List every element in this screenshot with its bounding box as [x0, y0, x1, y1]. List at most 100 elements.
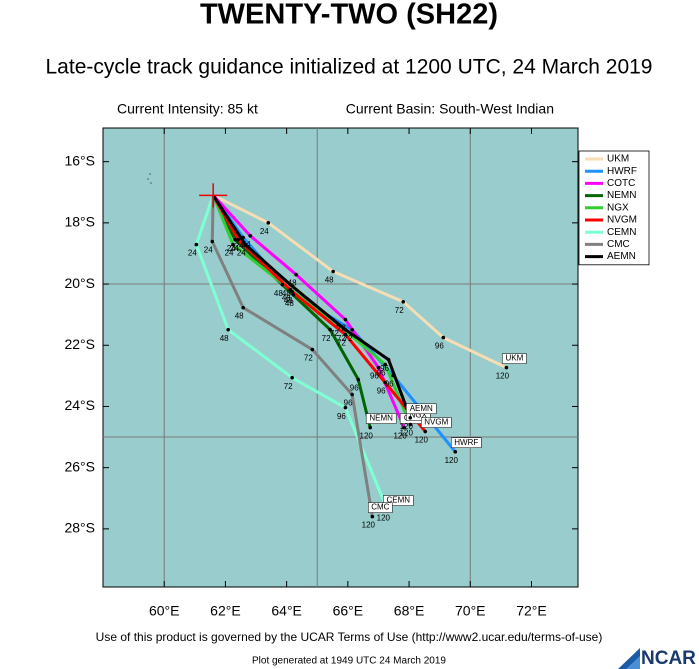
y-tick-label: 20°S	[64, 275, 95, 291]
hour-label: 120	[360, 432, 374, 441]
end-label: HWRF	[454, 438, 478, 447]
track-point	[386, 357, 391, 362]
hour-label: 72	[322, 334, 331, 343]
hour-label: 96	[377, 369, 386, 378]
track-line	[194, 194, 389, 511]
x-tick-label: 70°E	[455, 603, 486, 619]
track-point	[423, 429, 428, 434]
hour-label: 72	[304, 354, 313, 363]
track-point	[343, 327, 348, 332]
hour-label: 24	[230, 244, 239, 253]
hour-label: 120	[400, 422, 414, 431]
track-point	[356, 377, 361, 382]
track-point	[236, 237, 241, 242]
track-point	[383, 362, 387, 367]
hour-label: 96	[370, 372, 379, 381]
end-label: CMC	[371, 503, 389, 512]
hour-label: 48	[325, 276, 334, 285]
track-point	[280, 282, 285, 287]
track-line	[211, 194, 412, 426]
hour-label: 96	[350, 384, 359, 393]
y-tick-label: 24°S	[64, 397, 95, 413]
hour-label: 120	[400, 429, 414, 438]
track-line	[211, 194, 372, 428]
intensity: Current Intensity: 85 kt	[117, 101, 258, 117]
hour-label: 24	[260, 227, 269, 236]
x-tick-label: 60°E	[149, 603, 180, 619]
track-point	[383, 380, 387, 385]
end-box	[406, 403, 437, 415]
generated: Plot generated at 1949 UTC 24 March 2019	[252, 656, 446, 667]
chart-subtitle: Late-cycle track guidance initialized at…	[46, 56, 653, 79]
hour-label: 120	[362, 521, 376, 530]
track-point	[288, 282, 293, 287]
track-point	[290, 375, 294, 380]
hour-label: 24	[204, 246, 213, 255]
end-label: UKM	[505, 354, 523, 363]
hour-label: 96	[435, 342, 444, 351]
hour-label: 24	[227, 244, 236, 253]
track-line	[210, 195, 374, 517]
hour-label: 96	[380, 364, 389, 373]
hour-label: 72	[330, 329, 339, 338]
logo-mark	[618, 648, 640, 669]
hour-label: 48	[282, 289, 291, 298]
end-box	[383, 495, 414, 506]
footer: Use of this product is governed by the U…	[96, 630, 603, 644]
track-point	[248, 233, 253, 238]
y-tick-label: 28°S	[64, 520, 95, 536]
track-point	[370, 514, 375, 519]
hour-label: 48	[284, 296, 293, 305]
x-tick-label: 62°E	[210, 603, 241, 619]
track-point	[368, 425, 372, 430]
legend-label: HWRF	[607, 166, 637, 177]
track-point	[291, 292, 296, 297]
track-point	[401, 300, 406, 304]
hour-label: 72	[337, 339, 346, 348]
hour-label: 72	[337, 324, 346, 333]
end-box	[451, 437, 482, 448]
hour-label: 48	[220, 334, 229, 343]
y-tick-label: 16°S	[64, 152, 95, 168]
hour-label: 120	[415, 436, 429, 445]
hour-label: 24	[225, 249, 234, 258]
x-tick-label: 68°E	[394, 603, 425, 619]
end-box	[368, 502, 393, 513]
track-point	[504, 365, 509, 370]
hour-label: 72	[337, 334, 346, 343]
end-label: AEMN	[410, 404, 433, 413]
track-point	[243, 242, 248, 247]
map-area	[102, 127, 579, 588]
legend-label: CMC	[607, 239, 630, 250]
hour-label: 120	[393, 432, 407, 441]
track-point	[343, 405, 348, 410]
track-point	[194, 242, 199, 247]
hour-label: 96	[337, 412, 346, 421]
track-point	[241, 305, 245, 310]
end-box	[365, 413, 397, 424]
hour-label: 48	[235, 312, 244, 321]
end-box	[502, 353, 527, 364]
hour-label: 120	[377, 514, 391, 523]
hour-label: 24	[188, 249, 197, 258]
x-tick-label: 72°E	[516, 603, 547, 619]
island	[147, 173, 152, 184]
track-point	[331, 269, 335, 274]
track-point	[343, 317, 348, 322]
hour-label: 72	[284, 382, 293, 391]
hour-label: 72	[344, 334, 353, 343]
hour-label: 72	[395, 306, 404, 315]
track-point	[376, 365, 381, 370]
track-line	[212, 193, 508, 369]
legend-label: UKM	[607, 154, 629, 165]
legend-label: NVGM	[607, 215, 637, 226]
logo: NCAR	[641, 648, 696, 669]
track-point	[328, 327, 332, 332]
end-label: CEMN	[387, 496, 411, 505]
hour-label: 96	[385, 380, 394, 389]
track-point	[231, 242, 235, 247]
x-tick-label: 64°E	[271, 603, 302, 619]
x-tick-label: 66°E	[333, 603, 364, 619]
end-label: NEMN	[369, 414, 393, 423]
hour-label: 120	[445, 456, 459, 465]
